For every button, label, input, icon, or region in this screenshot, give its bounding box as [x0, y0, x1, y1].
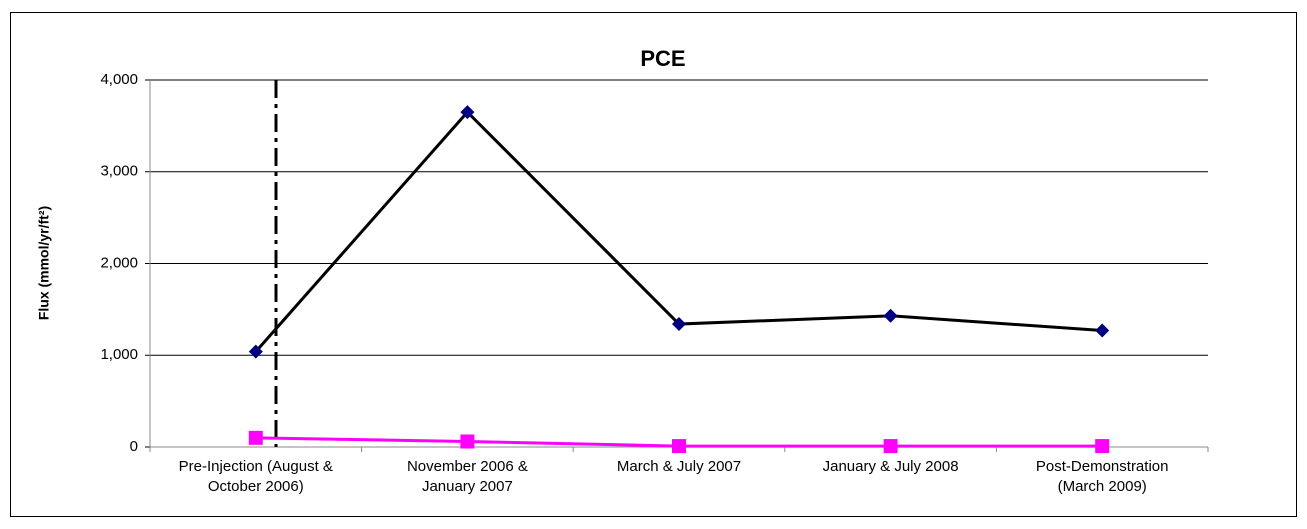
marker	[672, 439, 686, 454]
marker	[248, 430, 263, 445]
y-tick-label: 3,000	[100, 163, 138, 180]
y-tick-label: 1,000	[100, 346, 138, 363]
x-tick-label: Pre-Injection (August & October 2006)	[178, 458, 333, 495]
x-tick-label: November 2006 & January 2007	[406, 458, 528, 495]
marker	[883, 439, 898, 454]
chart-border	[10, 12, 1297, 517]
marker	[248, 344, 263, 359]
marker	[1095, 439, 1110, 454]
marker	[1095, 323, 1110, 338]
y-tick-label: 0	[130, 438, 138, 455]
y-tick-label: 2,000	[100, 254, 138, 271]
marker	[460, 105, 475, 120]
x-tick-label: March & July 2007	[616, 458, 742, 475]
marker	[460, 434, 475, 449]
marker	[883, 308, 898, 323]
marker	[672, 317, 686, 332]
y-tick-label: 4,000	[100, 71, 138, 88]
x-tick-label: Post-Demonstration (March 2009)	[1035, 458, 1169, 495]
chart-title: PCE	[640, 46, 685, 71]
y-axis-label: Flux (mmol/yr/ft²)	[36, 206, 52, 320]
x-tick-label: January & July 2008	[822, 458, 959, 475]
